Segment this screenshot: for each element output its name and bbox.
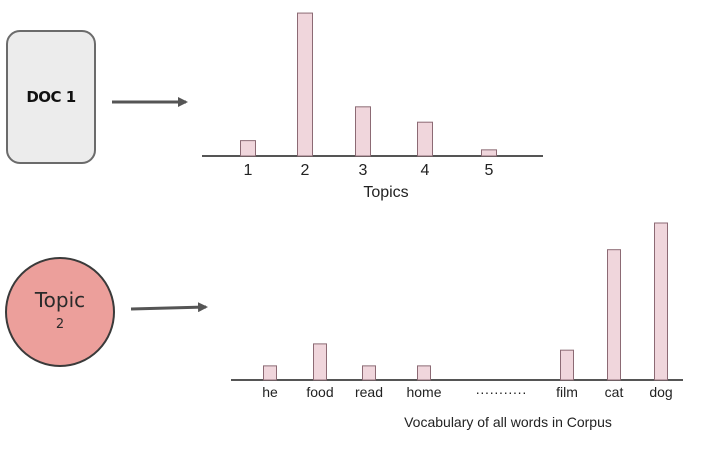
topic-node: Topic 2 [5, 257, 115, 367]
topics-bar-1 [297, 12, 313, 157]
vocab-bar-1 [313, 343, 327, 381]
vocab-tick-label-0: he [262, 384, 278, 400]
topics-bar-3 [417, 121, 433, 157]
vocab-tick-label-6: cat [605, 384, 624, 400]
vocab-tick-label-7: dog [649, 384, 672, 400]
vocab-bar-3 [417, 365, 431, 381]
topic-label: Topic [34, 288, 86, 312]
topics-tick-label-0: 1 [244, 162, 253, 179]
vocab-tick-label-1: food [306, 384, 333, 400]
vocab-tick-label-2: read [355, 384, 383, 400]
document-label: DOC 1 [26, 88, 76, 106]
vocab-bar-6 [607, 249, 621, 381]
topics-axis-label: Topics [363, 184, 408, 201]
topics-tick-label-4: 5 [485, 162, 494, 179]
word-distribution-chart: he food read home ··········· film cat dog Voca… [231, 222, 683, 430]
topics-bar-4 [481, 149, 497, 157]
vocab-tick-label-3: home [406, 384, 441, 400]
document-box: DOC 1 [6, 30, 96, 164]
vocab-bar-2 [362, 365, 376, 381]
topic-to-words-arrow [130, 302, 208, 313]
vocab-bar-7 [654, 222, 668, 381]
vocab-bar-5 [560, 349, 574, 381]
topics-tick-label-3: 4 [421, 162, 430, 179]
topic-number: 2 [55, 317, 65, 332]
topics-bar-2 [355, 106, 371, 157]
topics-tick-label-1: 2 [301, 162, 310, 179]
vocab-axis-label: Vocabulary of all words in Corpus [404, 414, 612, 430]
vocab-tick-label-5: film [556, 384, 578, 400]
topic-distribution-chart: 1 2 3 4 5 Topics [202, 12, 543, 201]
vocab-bar-0 [263, 365, 277, 381]
topics-bar-0 [240, 140, 256, 157]
vocab-tick-label-4: ··········· [475, 384, 526, 400]
topics-tick-label-2: 3 [359, 162, 368, 179]
